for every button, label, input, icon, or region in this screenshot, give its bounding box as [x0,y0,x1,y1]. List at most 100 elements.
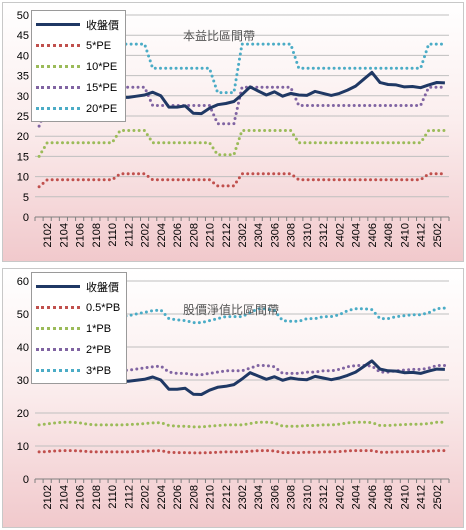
legend-label: 收盤價 [86,281,119,294]
x-tick-label: 2312 [318,223,330,247]
legend-label: 收盤價 [86,19,119,32]
y-tick-label: 40 [17,50,29,62]
pe-band-chart-panel: 0 5 10 15 20 25 30 35 40 45 50 2102 2104 2106 2108 2110… [2,2,464,262]
legend-swatch [36,369,80,372]
x-tick-label: 2204 [156,223,168,247]
x-tick-label: 2108 [91,223,103,247]
series-line-3 [37,85,447,128]
y-tick-label: 50 [17,10,29,22]
series-line-2 [37,420,447,429]
pe-chart-title: 本益比區間帶 [183,29,256,43]
legend-label: 10*PE [86,60,118,73]
x-tick-label: 2110 [107,485,119,509]
y-tick-label: 25 [17,111,29,123]
x-tick-label: 2308 [286,485,298,509]
pe-chart-legend: 收盤價 5*PE 10*PE 15*PE 20*PE [31,10,126,122]
legend-label: 15*PE [86,81,118,94]
legend-entry: 5*PE [36,35,119,56]
x-tick-label: 2402 [334,485,346,509]
y-tick-label: 5 [23,192,29,204]
x-tick-label: 2502 [432,223,444,247]
y-tick-label: 20 [17,131,29,143]
x-tick-label: 2306 [269,485,281,509]
x-tick-label: 2408 [383,223,395,247]
y-tick-label: 60 [17,276,29,288]
x-tick-label: 2404 [351,223,363,247]
x-tick-label: 2206 [172,223,184,247]
x-tick-label: 2308 [286,223,298,247]
x-tick-label: 2306 [269,223,281,247]
legend-label: 2*PB [86,343,112,356]
x-tick-label: 2106 [75,485,87,509]
x-tick-label: 2202 [140,485,152,509]
y-tick-label: 0 [23,212,29,224]
series-line-2 [37,129,447,158]
x-tick-label: 2312 [318,485,330,509]
legend-swatch [36,285,80,288]
legend-label: 1*PB [86,322,112,335]
pb-chart-legend: 收盤價 0.5*PB 1*PB 2*PB 3*PB [31,272,128,384]
x-tick-label: 2302 [237,223,249,247]
pb-band-chart: 0 10 20 30 40 50 60 2102 2104 2106 2108 2110 2112 220… [17,276,450,509]
legend-entry: 10*PE [36,56,119,77]
x-tick-label: 2304 [253,223,265,247]
x-tick-label: 2102 [42,485,54,509]
x-tick-label: 2112 [123,485,135,509]
x-tick-label: 2402 [334,223,346,247]
x-tick-label: 2104 [58,223,70,247]
legend-swatch [36,65,80,68]
x-tick-label: 2302 [237,485,249,509]
x-tick-label: 2408 [383,485,395,509]
legend-entry: 3*PB [36,360,120,381]
legend-entry: 2*PB [36,339,120,360]
x-tick-label: 2404 [351,485,363,509]
x-tick-label: 2406 [367,223,379,247]
x-tick-label: 2104 [58,485,70,509]
pb-chart-title: 股價淨值比區間帶 [183,303,280,317]
legend-label: 0.5*PB [86,301,121,314]
legend-entry: 收盤價 [36,14,119,35]
legend-swatch [36,348,80,351]
x-tick-label: 2410 [399,485,411,509]
y-tick-label: 40 [17,342,29,354]
x-tick-label: 2210 [205,485,217,509]
y-tick-label: 30 [17,91,29,103]
x-tick-label: 2108 [91,485,103,509]
y-tick-label: 0 [23,474,29,486]
legend-entry: 0.5*PB [36,297,120,318]
x-tick-label: 2412 [416,223,428,247]
legend-swatch [36,107,80,110]
y-tick-label: 20 [17,408,29,420]
x-tick-label: 2206 [172,485,184,509]
x-tick-label: 2208 [188,485,200,509]
y-tick-label: 45 [17,30,29,42]
y-tick-label: 35 [17,71,29,83]
legend-entry: 20*PE [36,98,119,119]
x-tick-label: 2212 [221,485,233,509]
legend-swatch [36,86,80,89]
legend-swatch [36,306,80,309]
y-tick-label: 30 [17,375,29,387]
legend-entry: 15*PE [36,77,119,98]
x-tick-label: 2212 [221,223,233,247]
x-tick-label: 2202 [140,223,152,247]
x-tick-label: 2310 [302,223,314,247]
x-tick-label: 2106 [75,223,87,247]
legend-swatch [36,327,80,330]
series-line-1 [37,172,447,189]
x-tick-label: 2210 [205,223,217,247]
x-tick-label: 2204 [156,485,168,509]
x-tick-label: 2102 [42,223,54,247]
legend-label: 3*PB [86,364,112,377]
y-tick-label: 15 [17,151,29,163]
y-tick-label: 10 [17,441,29,453]
x-tick-label: 2406 [367,485,379,509]
series-line-1 [37,449,447,455]
x-tick-label: 2110 [107,223,119,247]
y-tick-label: 50 [17,309,29,321]
x-tick-label: 2502 [432,485,444,509]
x-tick-label: 2208 [188,223,200,247]
legend-entry: 收盤價 [36,276,120,297]
y-tick-label: 10 [17,172,29,184]
x-tick-label: 2112 [123,223,135,247]
